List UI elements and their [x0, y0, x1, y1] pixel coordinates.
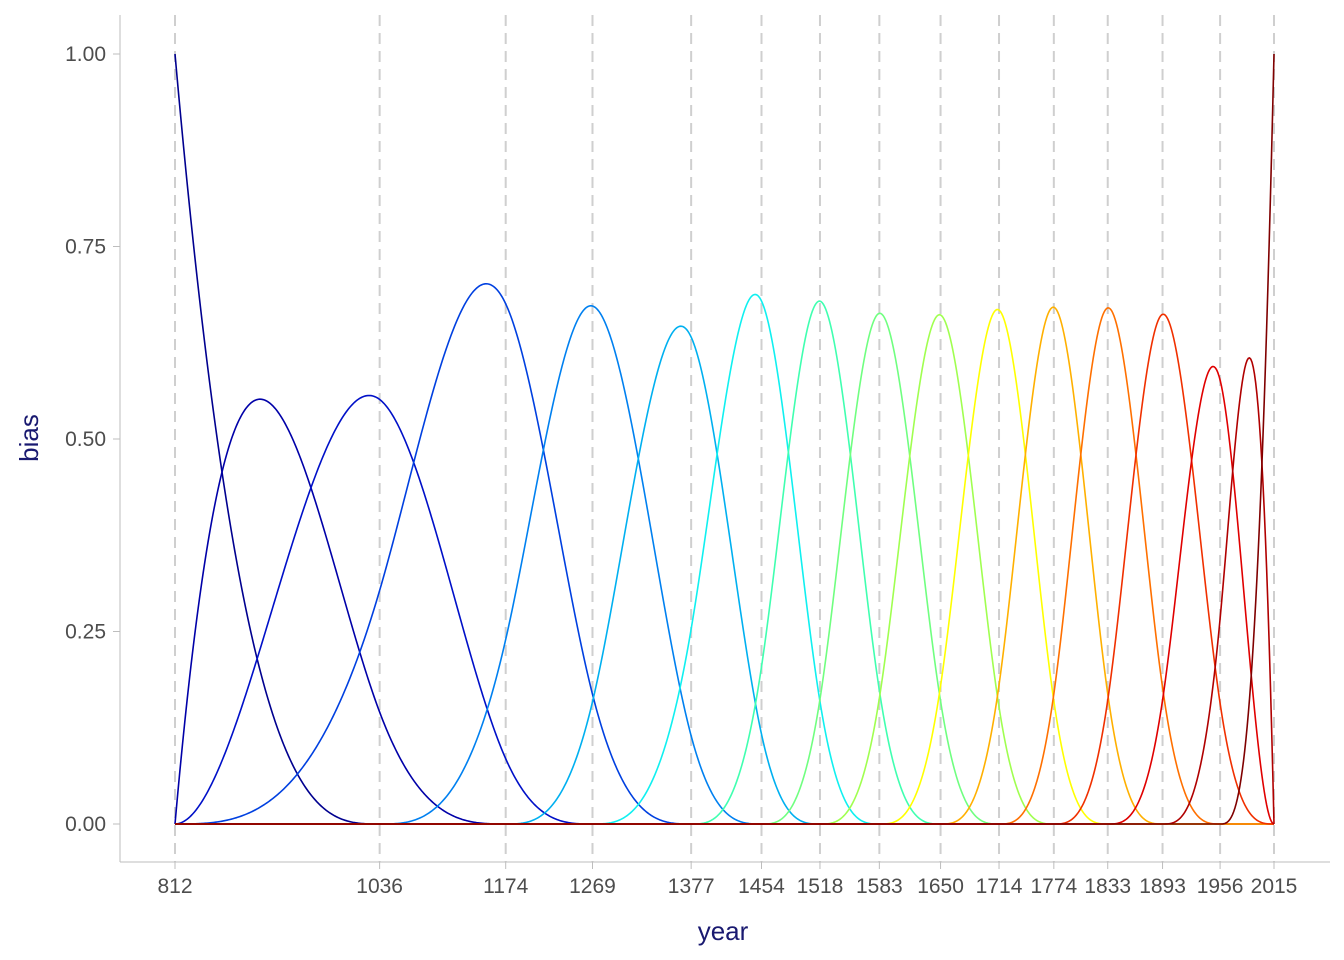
x-axis-title: year	[698, 916, 749, 946]
x-tick-label: 1893	[1139, 875, 1186, 898]
y-tick-label: 0.00	[65, 813, 106, 836]
x-tick-label: 1454	[738, 875, 785, 898]
basis-curve-14	[175, 313, 1274, 825]
axes	[119, 15, 1330, 863]
y-tick-label: 1.00	[65, 43, 106, 66]
basis-curve-10	[175, 313, 1274, 825]
basis-curve-4	[175, 282, 1274, 825]
x-tick-label: 1833	[1084, 875, 1131, 898]
x-tick-label: 1269	[569, 875, 616, 898]
basis-curve-16	[175, 356, 1275, 825]
x-tick-label: 1650	[917, 875, 964, 898]
ticks: 0.00 0.25 0.50 0.75 1.00 812 1036 1174 1269 1377 1…	[65, 43, 1297, 898]
y-tick-label: 0.75	[65, 236, 106, 259]
basis-curve-12	[175, 306, 1274, 825]
basis-curve-13	[175, 307, 1274, 825]
x-tick-label: 1518	[797, 875, 844, 898]
basis-curve-8	[175, 300, 1274, 825]
y-axis-title: bias	[14, 414, 44, 462]
basis-curve-7	[175, 293, 1274, 825]
x-tick-label: 1714	[976, 875, 1023, 898]
basis-curve-11	[175, 308, 1274, 825]
basis-curve-2	[174, 398, 1274, 825]
y-tick-label: 0.25	[65, 621, 106, 644]
knot-lines	[174, 15, 1275, 862]
series-layer	[174, 53, 1275, 825]
basis-curve-5	[175, 304, 1274, 825]
x-tick-label: 2015	[1251, 875, 1298, 898]
basis-curve-9	[175, 312, 1274, 825]
basis-curve-17	[175, 53, 1275, 825]
x-tick-label: 1583	[856, 875, 903, 898]
basis-curve-15	[175, 365, 1275, 825]
x-tick-label: 1174	[483, 875, 528, 898]
x-tick-label: 1377	[668, 875, 715, 898]
x-tick-label: 1956	[1197, 875, 1244, 898]
x-tick-label: 812	[157, 875, 192, 898]
y-tick-label: 0.50	[65, 428, 106, 451]
x-tick-label: 1036	[356, 875, 403, 898]
x-tick-label: 1774	[1030, 875, 1077, 898]
basis-curve-3	[174, 394, 1274, 825]
